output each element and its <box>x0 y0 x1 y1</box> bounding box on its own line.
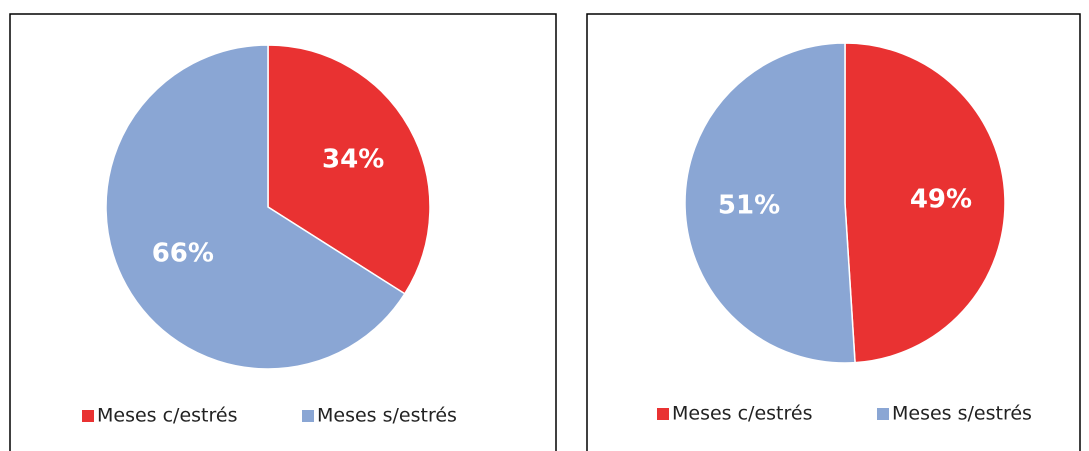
legend-label: Meses c/estrés <box>672 403 812 425</box>
data-label: 34% <box>322 145 384 175</box>
legend-marker <box>82 410 94 422</box>
data-label: 49% <box>910 184 972 214</box>
pie-slice <box>844 42 1006 364</box>
legend-marker <box>657 408 669 420</box>
pie-slice <box>105 44 406 370</box>
panel-border <box>586 13 1081 451</box>
legend-marker <box>877 408 889 420</box>
legend-label: Meses s/estrés <box>317 405 457 427</box>
panel-border <box>9 13 557 451</box>
data-label: 51% <box>718 191 780 221</box>
legend-label: Meses s/estrés <box>892 403 1032 425</box>
data-label: 66% <box>152 238 214 268</box>
legend-marker <box>302 410 314 422</box>
legend-label: Meses c/estrés <box>97 405 237 427</box>
pie-slice <box>267 44 431 295</box>
pie-slice <box>684 42 856 364</box>
